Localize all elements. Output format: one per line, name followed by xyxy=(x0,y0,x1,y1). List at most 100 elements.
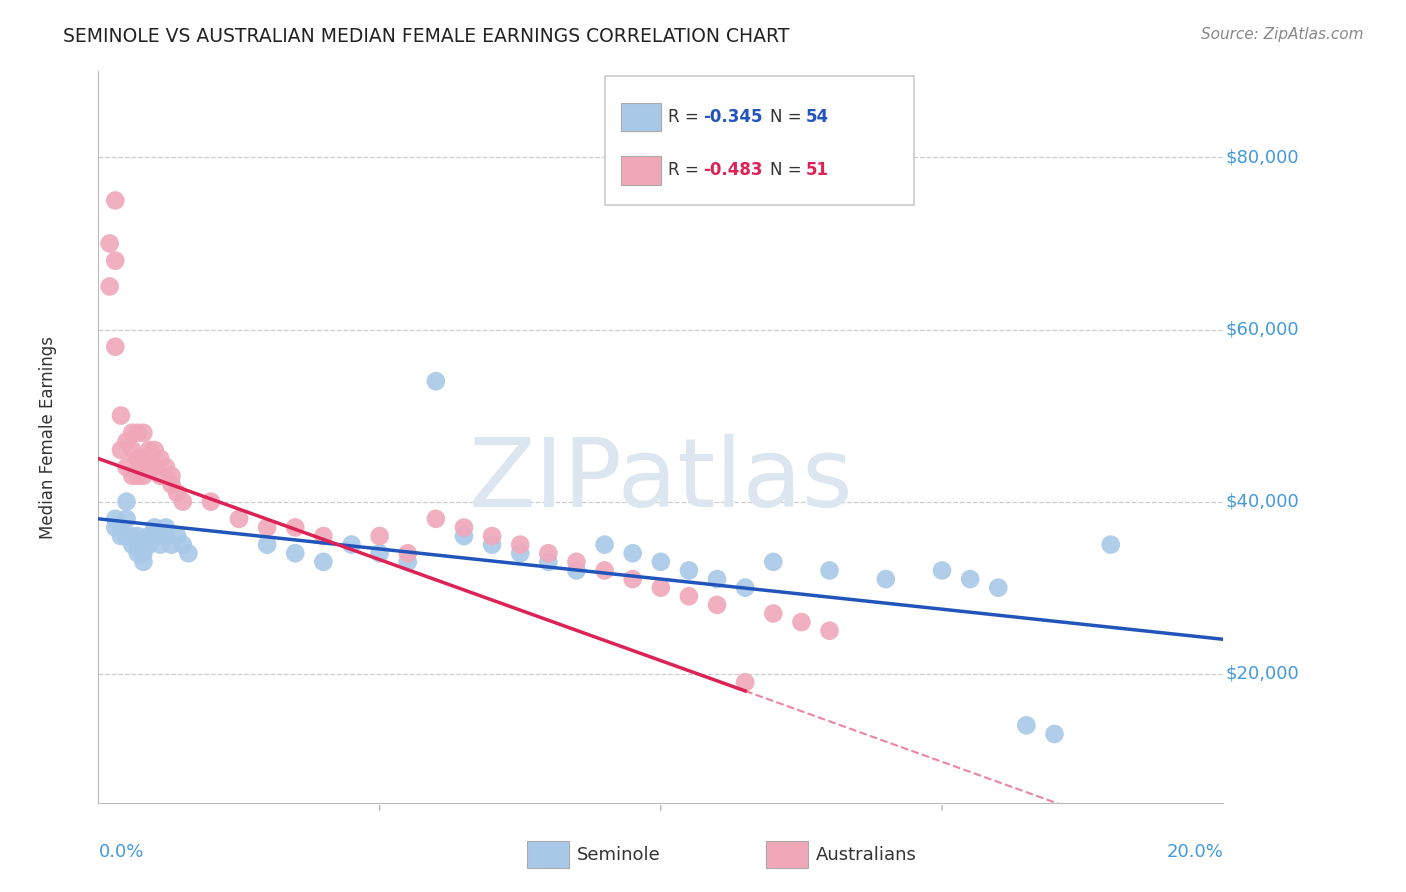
Text: Median Female Earnings: Median Female Earnings xyxy=(39,335,56,539)
Point xyxy=(509,546,531,560)
Point xyxy=(138,529,160,543)
Point xyxy=(132,546,155,560)
Point xyxy=(104,520,127,534)
Point xyxy=(127,546,149,560)
Point xyxy=(593,538,616,552)
Point xyxy=(875,572,897,586)
Point xyxy=(127,425,149,440)
Point xyxy=(790,615,813,629)
Point xyxy=(132,555,155,569)
Point xyxy=(98,236,121,251)
Point xyxy=(650,555,672,569)
Point xyxy=(734,581,756,595)
Point xyxy=(115,460,138,475)
Point xyxy=(138,442,160,457)
Text: -0.483: -0.483 xyxy=(703,161,762,179)
Point xyxy=(149,529,172,543)
Point xyxy=(565,564,588,578)
Point xyxy=(228,512,250,526)
Point xyxy=(284,546,307,560)
Text: $60,000: $60,000 xyxy=(1226,320,1299,339)
Text: ZIPatlas: ZIPatlas xyxy=(468,434,853,527)
Point xyxy=(818,624,841,638)
Text: Source: ZipAtlas.com: Source: ZipAtlas.com xyxy=(1201,27,1364,42)
Text: Australians: Australians xyxy=(815,846,917,863)
Point xyxy=(155,460,177,475)
Point xyxy=(155,520,177,534)
Point xyxy=(121,529,143,543)
Point xyxy=(593,564,616,578)
Point xyxy=(734,675,756,690)
Point xyxy=(132,451,155,466)
Text: -0.345: -0.345 xyxy=(703,108,762,126)
Point xyxy=(172,494,194,508)
Point xyxy=(1043,727,1066,741)
Point xyxy=(166,529,188,543)
Point xyxy=(110,442,132,457)
Point xyxy=(453,529,475,543)
Point xyxy=(121,538,143,552)
Point xyxy=(143,460,166,475)
Point xyxy=(149,538,172,552)
Text: R =: R = xyxy=(668,161,704,179)
Point xyxy=(537,555,560,569)
Point xyxy=(143,442,166,457)
Point xyxy=(132,425,155,440)
Point xyxy=(149,451,172,466)
Point xyxy=(312,555,335,569)
Point xyxy=(160,468,183,483)
Point xyxy=(1099,538,1122,552)
Point xyxy=(368,546,391,560)
Text: $80,000: $80,000 xyxy=(1226,148,1299,167)
Point xyxy=(959,572,981,586)
Text: 20.0%: 20.0% xyxy=(1167,843,1223,861)
Point xyxy=(149,468,172,483)
Point xyxy=(115,512,138,526)
Point xyxy=(312,529,335,543)
Text: N =: N = xyxy=(770,161,807,179)
Point xyxy=(396,555,419,569)
Text: SEMINOLE VS AUSTRALIAN MEDIAN FEMALE EARNINGS CORRELATION CHART: SEMINOLE VS AUSTRALIAN MEDIAN FEMALE EAR… xyxy=(63,27,790,45)
Point xyxy=(256,538,278,552)
Point xyxy=(132,468,155,483)
Point xyxy=(931,564,953,578)
Text: Seminole: Seminole xyxy=(576,846,661,863)
Point xyxy=(104,194,127,208)
Point xyxy=(143,520,166,534)
Point xyxy=(115,494,138,508)
Point xyxy=(509,538,531,552)
Point xyxy=(368,529,391,543)
Point xyxy=(762,555,785,569)
Point xyxy=(706,598,728,612)
Point xyxy=(110,529,132,543)
Text: N =: N = xyxy=(770,108,807,126)
Point xyxy=(132,538,155,552)
Point xyxy=(127,451,149,466)
Point xyxy=(425,512,447,526)
Point xyxy=(98,279,121,293)
Point xyxy=(621,572,644,586)
Point xyxy=(621,546,644,560)
Point xyxy=(155,529,177,543)
Text: 0.0%: 0.0% xyxy=(98,843,143,861)
Point xyxy=(481,529,503,543)
Point xyxy=(110,520,132,534)
Point xyxy=(138,538,160,552)
Point xyxy=(200,494,222,508)
Point xyxy=(127,468,149,483)
Point xyxy=(121,425,143,440)
Point xyxy=(160,538,183,552)
Text: R =: R = xyxy=(668,108,704,126)
Point xyxy=(104,512,127,526)
Point xyxy=(537,546,560,560)
Point xyxy=(166,486,188,500)
Point xyxy=(104,340,127,354)
Point xyxy=(762,607,785,621)
Point xyxy=(177,546,200,560)
Point xyxy=(172,538,194,552)
Point xyxy=(284,520,307,534)
Point xyxy=(425,374,447,388)
Text: $40,000: $40,000 xyxy=(1226,492,1299,510)
Point xyxy=(138,460,160,475)
Point xyxy=(706,572,728,586)
